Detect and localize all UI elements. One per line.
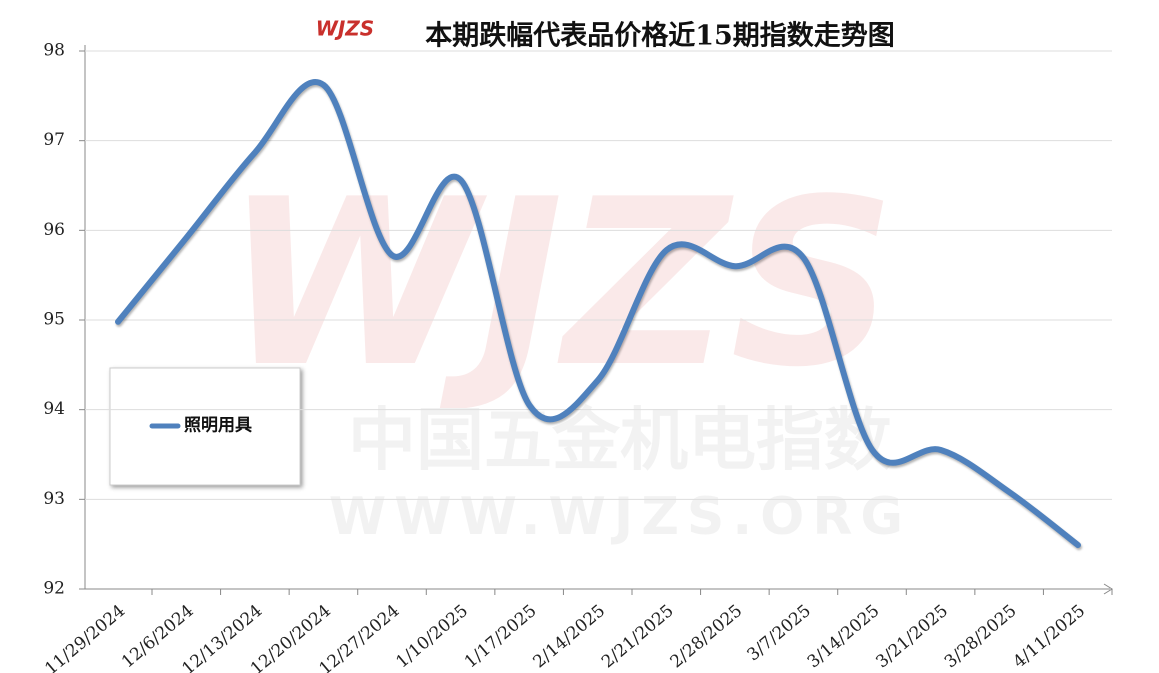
legend-label: 照明用具 <box>184 416 252 436</box>
watermark: WJZS 中国五金机电指数 WWW.WJZS.ORG <box>224 151 911 547</box>
y-tick-label: 92 <box>43 579 65 599</box>
line <box>115 79 1081 549</box>
y-tick-label: 95 <box>43 310 65 330</box>
x-tick-label: 3/21/2025 <box>872 601 952 672</box>
x-tick-label: 2/21/2025 <box>598 601 678 672</box>
watermark-url: WWW.WJZS.ORG <box>329 487 911 547</box>
y-tick-label: 94 <box>43 399 65 419</box>
x-tick-label: 11/29/2024 <box>41 601 129 673</box>
x-tick-label: 4/11/2025 <box>1009 601 1089 672</box>
x-tick-label: 3/14/2025 <box>804 601 884 672</box>
x-tick-label: 1/17/2025 <box>461 601 541 672</box>
y-tick-label: 97 <box>43 130 65 150</box>
legend: 照明用具 <box>109 367 301 486</box>
x-tick-label: 3/28/2025 <box>941 601 1021 672</box>
chart-title: 本期跌幅代表品价格近15期指数走势图 <box>425 21 895 52</box>
legend-box <box>109 367 301 486</box>
x-tick-label: 1/10/2025 <box>392 601 472 672</box>
y-tick-label: 98 <box>43 41 65 61</box>
y-tick-label: 93 <box>43 489 65 509</box>
x-tick-label: 2/14/2025 <box>529 601 609 672</box>
x-tick-label: 2/28/2025 <box>667 601 747 672</box>
logo: WJZS <box>316 17 374 41</box>
watermark-cn: 中国五金机电指数 <box>348 402 892 481</box>
y-tick-label: 96 <box>43 220 65 240</box>
watermark-logo: WJZS <box>224 151 896 418</box>
